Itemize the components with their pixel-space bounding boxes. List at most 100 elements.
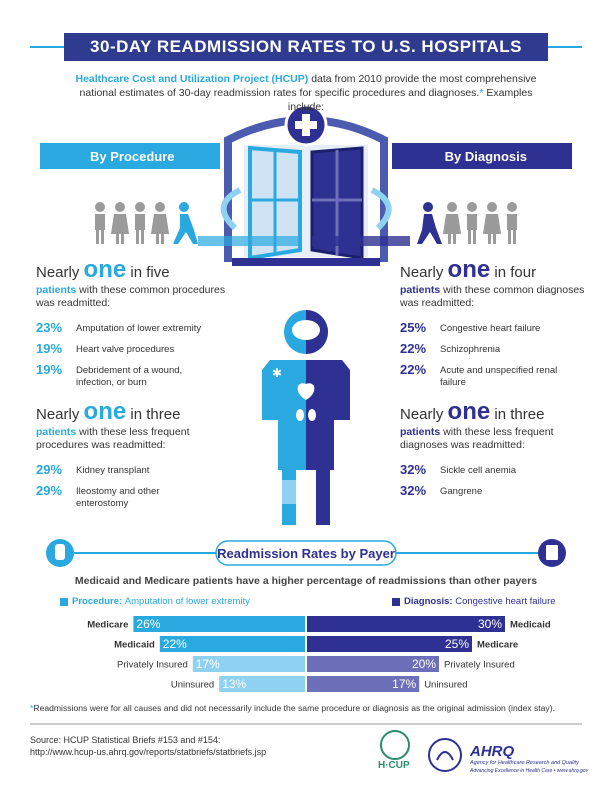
legend-description: Amputation of lower extremity <box>124 596 250 607</box>
patients: patients <box>400 284 441 296</box>
title: 30-DAY READMISSION RATES TO U.S. HOSPITA… <box>64 33 548 61</box>
value-label: 17% <box>392 677 416 691</box>
category-label: Medicaid <box>510 620 551 631</box>
diagnosis-label: By Diagnosis <box>444 148 527 164</box>
legend-swatch <box>392 597 400 606</box>
item-text: Kidney transplant <box>76 465 150 476</box>
value-label: 30% <box>478 617 502 631</box>
item-text: Acute and unspecified renal failure <box>440 365 558 388</box>
item-text: Schizophrenia <box>440 344 501 355</box>
item: 32% Gangrene <box>400 483 600 498</box>
patients: patients <box>36 426 77 438</box>
procedure-group: Nearly one in five patients with these c… <box>36 256 236 389</box>
intro-tail: Examples include: <box>287 87 533 113</box>
value-label: 26% <box>136 617 160 631</box>
legend-item: Procedure: Amputation of lower extremity <box>60 596 250 607</box>
procedure-group: Nearly one in three patients with these … <box>36 398 236 510</box>
headline-rest: in four <box>494 264 537 281</box>
headline-one: one <box>447 398 491 425</box>
bar <box>219 676 305 692</box>
svg-text:✱: ✱ <box>272 366 282 380</box>
item-text: Ileostomy and other enterostomy <box>76 486 160 509</box>
bar <box>159 636 305 652</box>
item: 22% Schizophrenia <box>400 341 600 356</box>
value-label: 17% <box>196 657 220 671</box>
footnote-text: Readmissions were for all causes and did… <box>33 703 555 713</box>
source-line: Source: HCUP Statistical Briefs #153 and… <box>30 735 221 745</box>
diagnosis-group: Nearly one in three patients with these … <box>400 398 600 498</box>
headline-lead: Nearly <box>400 406 444 423</box>
legend-name: Procedure: <box>72 596 123 607</box>
footnote: *Readmissions were for all causes and di… <box>30 703 590 713</box>
intro-lead: Healthcare Cost and Utilization Project … <box>75 73 309 85</box>
group-description: patients with these less frequent proced… <box>36 426 226 452</box>
value-label: 22% <box>163 637 187 651</box>
description-text: with these common procedures was readmit… <box>36 284 226 309</box>
category-label: Privately Insured <box>117 660 188 671</box>
item: 19% Debridement of a wound, infection, or… <box>36 363 236 389</box>
item-text: Congestive heart failure <box>440 323 541 334</box>
item-text: Heart valve procedures <box>76 344 175 355</box>
item: 23% Amputation of lower extremity <box>36 320 236 335</box>
description-text: with these common diagnoses was readmitt… <box>400 284 585 309</box>
procedure-banner: By Procedure <box>40 143 220 169</box>
headline-lead: Nearly <box>400 264 444 281</box>
value-label: 20% <box>412 657 436 671</box>
value-label: 13% <box>222 677 246 691</box>
item-pct: 32% <box>400 462 427 477</box>
legend-swatch <box>60 597 68 606</box>
source: Source: HCUP Statistical Briefs #153 and… <box>30 734 266 758</box>
item: 19% Heart valve procedures <box>36 341 236 356</box>
headline-lead: Nearly <box>36 264 80 281</box>
category-label: Medicare <box>87 620 128 631</box>
headline-rest: in three <box>494 406 545 423</box>
item-pct: 22% <box>400 341 427 356</box>
category-label: Uninsured <box>424 680 467 691</box>
item: 22% Acute and unspecified renal failure <box>400 362 600 389</box>
item: 25% Congestive heart failure <box>400 321 600 335</box>
procedure-label: By Procedure <box>90 148 175 164</box>
headline-one: one <box>83 256 127 283</box>
headline: Nearly one in three <box>36 398 236 426</box>
item-pct: 23% <box>36 320 63 335</box>
source-url: http://www.hcup-us.ahrq.gov/reports/stat… <box>30 747 267 757</box>
intro: Healthcare Cost and Utilization Project … <box>60 72 552 114</box>
category-label: Uninsured <box>171 680 214 691</box>
headline-rest: in five <box>130 264 170 281</box>
intro-asterisk: * <box>479 87 484 99</box>
hcup-logo: H·CUP <box>378 760 410 771</box>
headline-rest: in three <box>130 406 181 423</box>
ahrq-name: Agency for Healthcare Research and Quali… <box>470 760 579 766</box>
group-description: patients with these common procedures wa… <box>36 284 226 310</box>
headline: Nearly one in five <box>36 256 236 284</box>
category-label: Privately Insured <box>444 660 515 671</box>
intro-text: data from 2010 provide the most comprehe… <box>79 73 537 99</box>
item-pct: 29% <box>36 483 63 498</box>
legend-item: Diagnosis: Congestive heart failure <box>392 596 556 607</box>
description-text: with these less frequent procedures was … <box>36 426 190 451</box>
diagnosis-group: Nearly one in four patients with these c… <box>400 256 600 389</box>
item-pct: 32% <box>400 483 427 498</box>
item-pct: 22% <box>400 362 427 377</box>
description-text: with these less frequent diagnoses was r… <box>400 426 554 451</box>
bar <box>307 656 439 672</box>
bar <box>307 616 505 632</box>
item-pct: 19% <box>36 341 63 356</box>
headline: Nearly one in three <box>400 398 600 426</box>
item: 32% Sickle cell anemia <box>400 462 600 477</box>
item: 29% Kidney transplant <box>36 462 236 477</box>
headline: Nearly one in four <box>400 256 600 284</box>
bar <box>192 656 305 672</box>
headline-one: one <box>83 398 127 425</box>
ahrq-logo: AHRQ <box>470 743 515 760</box>
item-pct: 29% <box>36 462 63 477</box>
category-label: Medicare <box>477 640 518 651</box>
group-description: patients with these common diagnoses was… <box>400 284 590 310</box>
diagnosis-banner: By Diagnosis <box>392 143 572 169</box>
payer-chart: 26% Medicare 22% Medicaid 17% Privately Insur… <box>87 616 551 692</box>
value-label: 25% <box>445 637 469 651</box>
chart-subtitle: Medicaid and Medicare patients have a hi… <box>74 575 538 587</box>
ahrq-tagline: Advancing Excellence in Health Care • ww… <box>470 768 589 774</box>
bar <box>307 636 472 652</box>
